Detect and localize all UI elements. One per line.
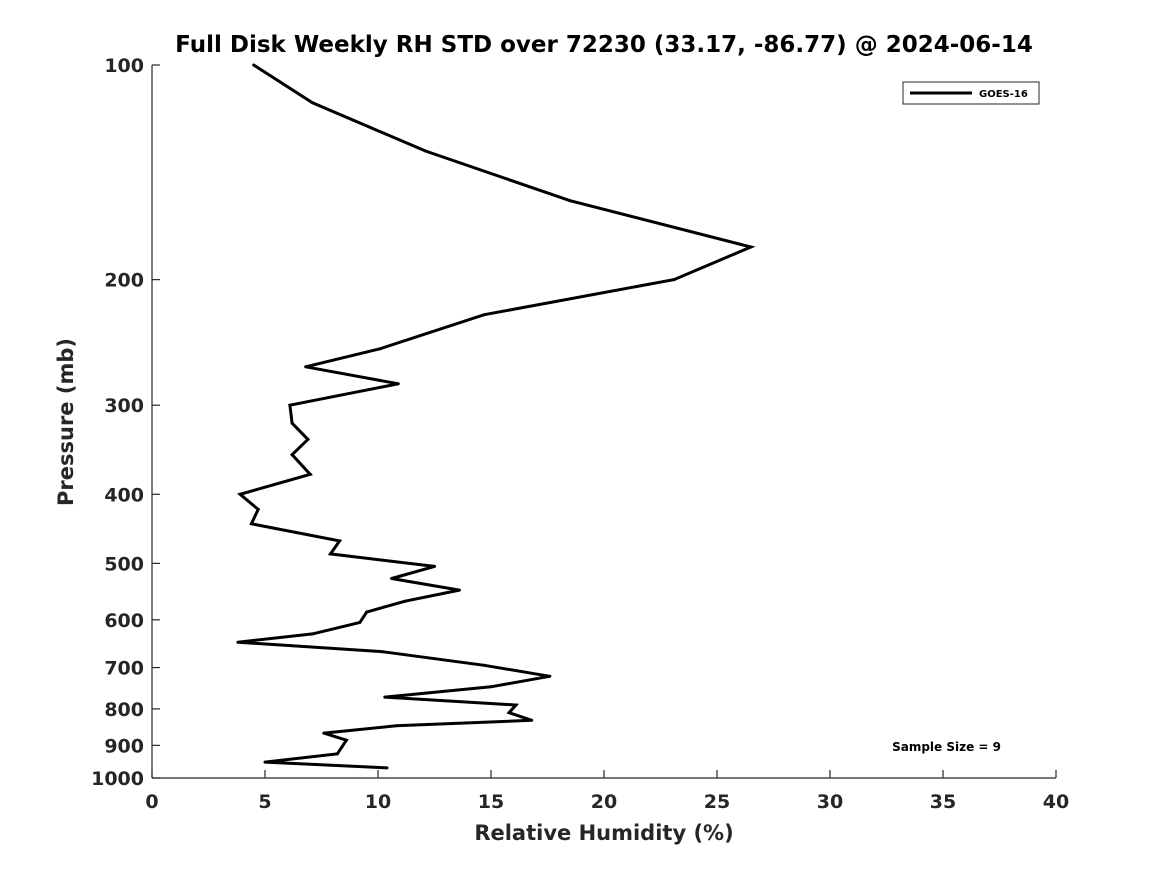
data-point-goes-16-20	[433, 564, 436, 568]
data-point-goes-16-34	[507, 711, 511, 715]
data-point-goes-16-12	[306, 437, 310, 441]
data-point-goes-16-40	[335, 752, 339, 756]
x-axis-label: Relative Humidity (%)	[474, 821, 733, 845]
data-point-goes-16-30	[548, 674, 552, 678]
data-point-goes-16-25	[358, 620, 362, 624]
data-point-goes-16-33	[514, 703, 518, 707]
legend: GOES-16	[902, 81, 1040, 105]
data-point-goes-16-19	[329, 552, 332, 556]
x-tick-label-15: 15	[478, 791, 504, 813]
series-group	[236, 63, 756, 770]
data-point-goes-16-4	[749, 245, 753, 249]
x-tick-label-10: 10	[365, 791, 391, 813]
y-tick-label-400: 400	[104, 484, 144, 506]
x-tick-label-25: 25	[704, 791, 730, 813]
axes	[151, 65, 1056, 779]
data-point-goes-16-28	[381, 650, 384, 654]
data-point-goes-16-7	[378, 347, 382, 351]
x-tick-label-5: 5	[258, 791, 271, 813]
data-point-goes-16-0	[252, 63, 256, 67]
series-line-goes-16	[236, 63, 756, 770]
data-point-goes-16-23	[403, 599, 407, 603]
y-tick-label-100: 100	[104, 55, 144, 77]
data-point-goes-16-10	[288, 403, 292, 407]
x-tick-label-40: 40	[1043, 791, 1069, 813]
data-point-goes-16-31	[489, 685, 493, 689]
data-point-goes-16-37	[322, 731, 326, 735]
data-point-goes-16-29	[482, 663, 486, 667]
y-tick-label-500: 500	[104, 553, 144, 575]
data-point-goes-16-2	[424, 149, 427, 153]
data-point-goes-16-6	[482, 313, 486, 317]
y-tick-label-800: 800	[104, 699, 144, 721]
x-tick-label-35: 35	[930, 791, 956, 813]
data-point-goes-16-9	[396, 382, 400, 386]
data-point-goes-16-32	[383, 695, 387, 699]
data-point-goes-16-14	[308, 472, 312, 476]
data-point-goes-16-5	[672, 278, 676, 282]
data-point-goes-16-17	[249, 522, 253, 526]
data-point-goes-16-35	[530, 718, 534, 722]
data-point-goes-16-1	[311, 101, 314, 105]
y-tick-label-1000: 1000	[91, 768, 144, 790]
data-point-goes-16-36	[394, 724, 398, 728]
data-point-goes-16-41	[263, 760, 267, 764]
x-tick-label-0: 0	[145, 791, 158, 813]
data-point-goes-16-3	[568, 199, 572, 203]
data-point-goes-16-16	[256, 507, 260, 511]
y-ticks: 100 200 300 400 500 600 700 800 900 1000	[91, 55, 160, 790]
y-tick-label-600: 600	[104, 610, 144, 632]
data-point-goes-16-42	[385, 766, 389, 770]
x-tick-label-30: 30	[817, 791, 843, 813]
y-tick-label-200: 200	[104, 270, 144, 292]
data-point-goes-16-39	[340, 745, 344, 749]
data-point-goes-16-8	[304, 365, 308, 369]
y-tick-label-700: 700	[104, 658, 144, 680]
data-point-goes-16-15	[238, 492, 242, 496]
data-point-goes-16-22	[457, 588, 461, 592]
y-tick-label-300: 300	[104, 395, 144, 417]
sample-size-annotation: Sample Size = 9	[892, 740, 1001, 754]
data-point-goes-16-38	[344, 738, 348, 742]
data-point-goes-16-21	[390, 577, 394, 580]
legend-label-goes-16: GOES-16	[979, 89, 1028, 100]
data-point-goes-16-27	[236, 640, 240, 644]
y-axis-label: Pressure (mb)	[54, 338, 78, 506]
data-point-goes-16-26	[311, 632, 314, 636]
data-point-goes-16-13	[290, 453, 294, 457]
data-point-goes-16-24	[365, 610, 369, 614]
y-tick-label-900: 900	[104, 735, 144, 757]
chart-title: Full Disk Weekly RH STD over 72230 (33.1…	[175, 32, 1033, 58]
x-ticks: 0 5 10 15 20 25 30 35 40	[145, 770, 1069, 813]
data-point-goes-16-11	[290, 421, 294, 425]
x-tick-label-20: 20	[591, 791, 617, 813]
data-point-goes-16-18	[338, 539, 342, 543]
